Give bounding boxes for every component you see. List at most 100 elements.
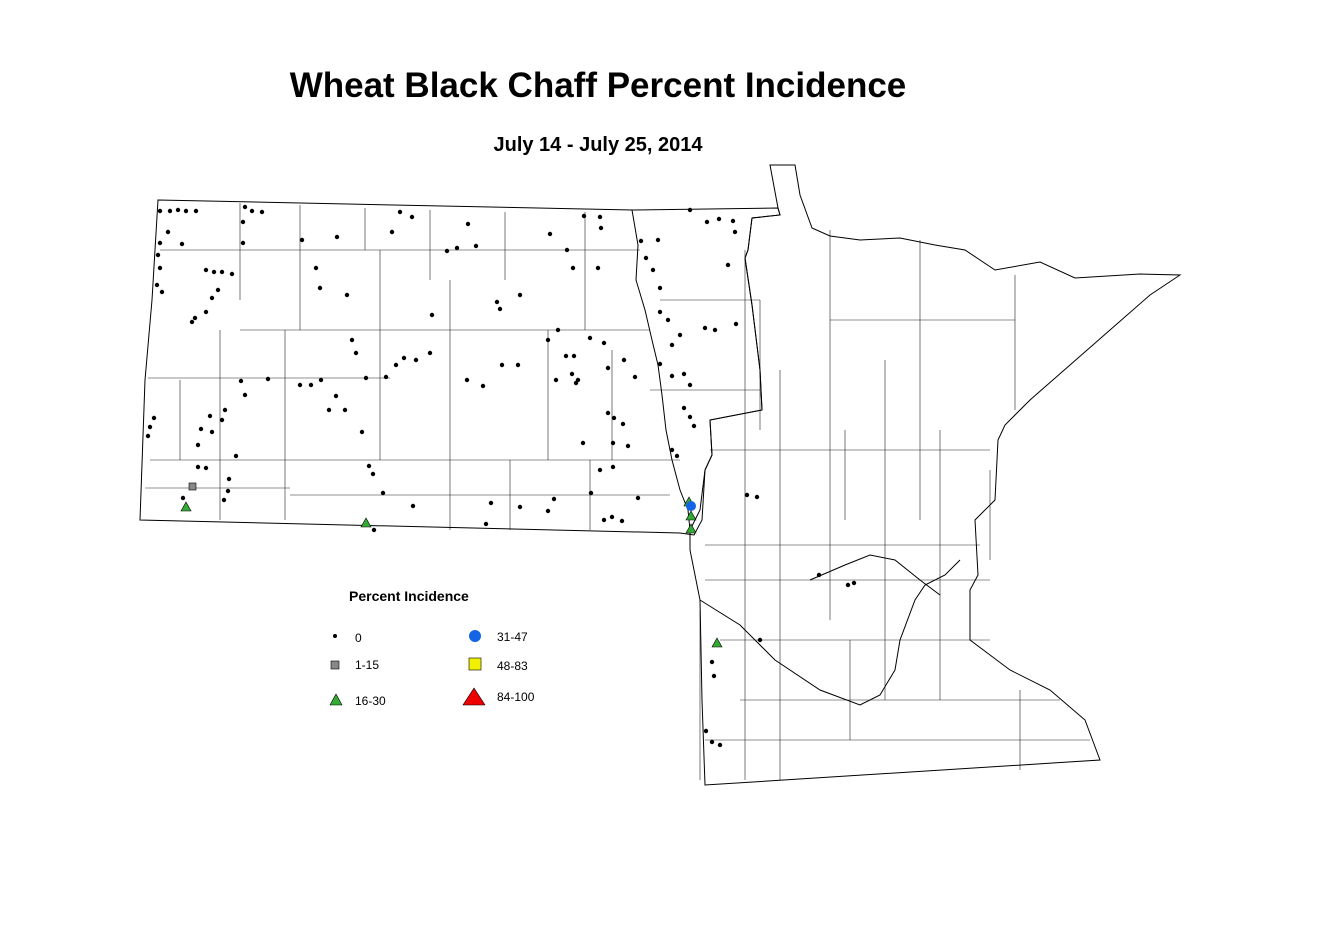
site-marker [685, 523, 697, 534]
site-dot [410, 503, 416, 509]
site-dot [711, 673, 717, 679]
legend-label: 84-100 [497, 690, 535, 704]
site-dot [209, 295, 215, 301]
site-dot [517, 504, 523, 510]
site-dot [219, 417, 225, 423]
site-dot [165, 229, 171, 235]
map-title: Wheat Black Chaff Percent Incidence [290, 66, 907, 105]
legend-symbol [469, 630, 481, 642]
site-dot [845, 582, 851, 588]
site-dot [650, 267, 656, 273]
site-dot [605, 410, 611, 416]
site-dot [669, 342, 675, 348]
red-river [631, 209, 691, 531]
site-dot [635, 495, 641, 501]
site-dot [240, 219, 246, 225]
site-dot [691, 423, 697, 429]
site-dot [704, 219, 710, 225]
site-dot [643, 255, 649, 261]
legend-title: Percent Incidence [349, 588, 469, 604]
site-marker [711, 637, 723, 648]
site-dot [610, 464, 616, 470]
site-dot [757, 637, 763, 643]
site-dot [488, 500, 494, 506]
map-subtitle: July 14 - July 25, 2014 [493, 134, 703, 156]
site-marker [180, 501, 192, 512]
site-dot [588, 490, 594, 496]
site-dot [221, 497, 227, 503]
site-dot [580, 440, 586, 446]
site-dot [242, 204, 248, 210]
site-dot [397, 209, 403, 215]
site-dot [480, 383, 486, 389]
legend-symbol [329, 693, 343, 706]
state-borders [139, 164, 1182, 786]
site-dot [555, 327, 561, 333]
site-dot [744, 492, 750, 498]
site-dot [151, 415, 157, 421]
site-dot [198, 426, 204, 432]
site-dot [587, 335, 593, 341]
site-dot [464, 377, 470, 383]
site-dot [638, 238, 644, 244]
site-dot [318, 377, 324, 383]
site-dot [597, 214, 603, 220]
legend-label: 31-47 [497, 630, 528, 644]
site-dot [681, 371, 687, 377]
site-dot [393, 362, 399, 368]
site-dot [687, 414, 693, 420]
site-dot [226, 476, 232, 482]
site-dot [563, 353, 569, 359]
site-dot [366, 463, 372, 469]
site-dot [610, 440, 616, 446]
site-dot [674, 453, 680, 459]
site-dot [687, 382, 693, 388]
site-dot [564, 247, 570, 253]
site-dot [344, 292, 350, 298]
site-dot [195, 464, 201, 470]
site-dot [621, 357, 627, 363]
site-dot [145, 433, 151, 439]
site-dot [816, 572, 822, 578]
site-dot [569, 371, 575, 377]
site-dot [159, 289, 165, 295]
sites-16-30 [180, 482, 723, 648]
site-dot [167, 208, 173, 214]
site-dot [363, 375, 369, 381]
site-dot [207, 413, 213, 419]
site-dot [605, 365, 611, 371]
site-dot [551, 496, 557, 502]
site-dot [657, 309, 663, 315]
site-dot [193, 208, 199, 214]
site-dot [334, 234, 340, 240]
minnesota-outline [689, 164, 1182, 786]
site-dot [553, 377, 559, 383]
site-dot [444, 248, 450, 254]
site-dot [657, 361, 663, 367]
site-dot [189, 319, 195, 325]
site-dot [570, 265, 576, 271]
legend-label: 48-83 [497, 659, 528, 673]
site-dot [625, 443, 631, 449]
site-dot [632, 374, 638, 380]
site-dot [517, 292, 523, 298]
site-dot [601, 340, 607, 346]
site-dot [157, 208, 163, 214]
site-dot [157, 265, 163, 271]
site-dot [157, 240, 163, 246]
legend-symbol [462, 687, 486, 706]
site-dot [203, 465, 209, 471]
site-dot [754, 494, 760, 500]
site-dot [730, 218, 736, 224]
site-dot [581, 213, 587, 219]
site-dot [313, 265, 319, 271]
site-dot [259, 209, 265, 215]
site-dot [454, 245, 460, 251]
site-dot [409, 214, 415, 220]
site-dot [179, 241, 185, 247]
site-dot [609, 514, 615, 520]
site-dot [249, 208, 255, 214]
site-dot [619, 518, 625, 524]
site-dot [611, 415, 617, 421]
